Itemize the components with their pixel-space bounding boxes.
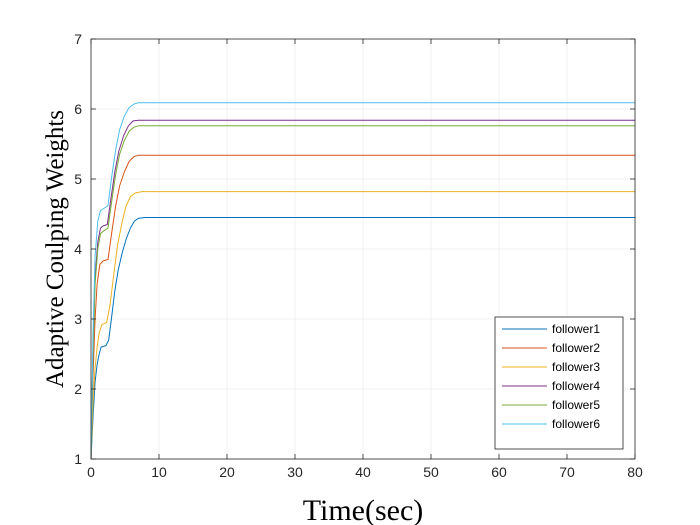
x-tick-label: 0 — [87, 464, 95, 480]
series-line-follower2 — [90, 154, 635, 460]
x-tick-label: 20 — [219, 464, 235, 480]
x-axis-title: Time(sec) — [303, 494, 424, 525]
y-tick-label: 5 — [74, 171, 82, 187]
x-tick-label: 50 — [423, 464, 439, 480]
legend-box — [494, 316, 624, 450]
legend: follower1 follower2 follower3 follower4 foll… — [494, 316, 624, 450]
y-tick-label: 4 — [74, 241, 82, 257]
y-axis-title: Adaptive Coulping Weights — [42, 110, 69, 388]
x-tick-label: 60 — [491, 464, 507, 480]
x-tick-label: 40 — [355, 464, 371, 480]
legend-label-follower3: follower3 — [552, 360, 600, 374]
legend-label-follower6: follower6 — [552, 417, 600, 431]
x-tick-label: 80 — [627, 464, 643, 480]
y-tick-label: 3 — [74, 311, 82, 327]
series-line-follower6 — [90, 102, 635, 460]
x-tick-label: 10 — [151, 464, 167, 480]
y-tick-label: 6 — [74, 101, 82, 117]
x-tick-label: 30 — [287, 464, 303, 480]
legend-label-follower4: follower4 — [552, 379, 600, 393]
legend-label-follower5: follower5 — [552, 398, 600, 412]
series-layer — [90, 102, 635, 460]
tick-labels: 0 10 20 30 40 50 60 70 80 1 2 3 4 5 6 7 — [74, 31, 643, 480]
series-line-follower4 — [90, 119, 635, 460]
legend-label-follower2: follower2 — [552, 341, 600, 355]
y-tick-label: 2 — [74, 381, 82, 397]
series-line-follower5 — [90, 125, 635, 460]
axis-ticks — [90, 38, 636, 460]
series-line-follower1 — [90, 217, 635, 460]
y-tick-label: 7 — [74, 31, 82, 47]
series-line-follower3 — [90, 191, 635, 460]
y-tick-label: 1 — [74, 451, 82, 467]
x-tick-label: 70 — [559, 464, 575, 480]
legend-label-follower1: follower1 — [552, 322, 600, 336]
